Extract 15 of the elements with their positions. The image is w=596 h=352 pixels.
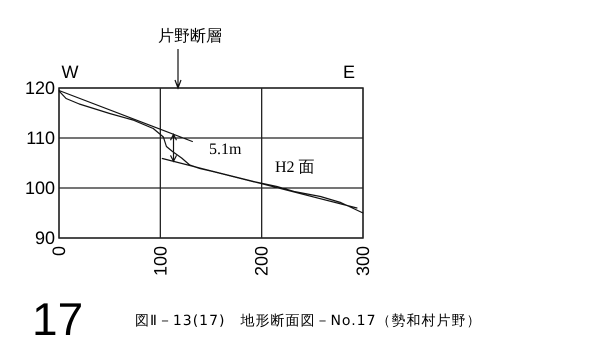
annotation: 5.1m bbox=[209, 141, 242, 158]
x-tick-label: 100 bbox=[150, 246, 170, 276]
text: W bbox=[62, 62, 78, 82]
x-tick-label: 300 bbox=[353, 246, 373, 276]
annotation: H2 面 bbox=[275, 159, 315, 176]
text: 片野断層 bbox=[158, 27, 222, 45]
y-tick-label: 90 bbox=[34, 228, 55, 248]
y-tick-label: 110 bbox=[26, 128, 55, 148]
y-tick-label: 120 bbox=[24, 78, 55, 98]
text: 図Ⅱ－13(17) 地形断面図－No.17（勢和村片野） bbox=[135, 313, 482, 329]
x-tick-label: 0 bbox=[49, 246, 69, 256]
y-tick-label: 100 bbox=[24, 178, 55, 198]
x-tick-label: 200 bbox=[252, 246, 272, 276]
text: 17 bbox=[32, 293, 84, 345]
text: E bbox=[342, 62, 356, 82]
